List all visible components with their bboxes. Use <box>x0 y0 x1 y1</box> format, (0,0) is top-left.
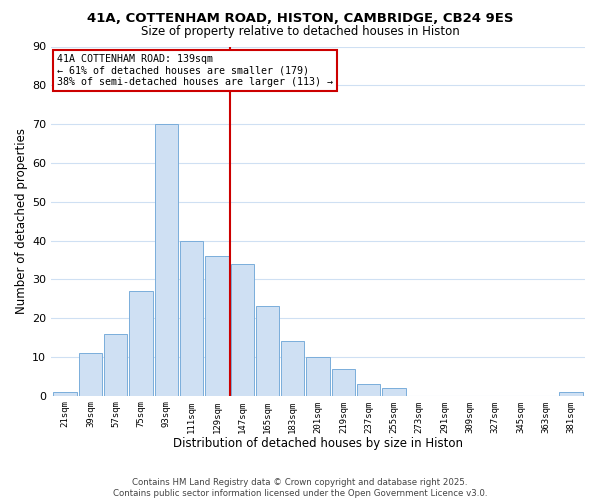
Bar <box>281 342 304 396</box>
Bar <box>130 291 152 396</box>
Text: Contains HM Land Registry data © Crown copyright and database right 2025.
Contai: Contains HM Land Registry data © Crown c… <box>113 478 487 498</box>
Bar <box>180 240 203 396</box>
Y-axis label: Number of detached properties: Number of detached properties <box>15 128 28 314</box>
Bar <box>256 306 279 396</box>
Bar <box>332 368 355 396</box>
Text: 41A, COTTENHAM ROAD, HISTON, CAMBRIDGE, CB24 9ES: 41A, COTTENHAM ROAD, HISTON, CAMBRIDGE, … <box>87 12 513 26</box>
Bar <box>53 392 77 396</box>
Bar <box>230 264 254 396</box>
Bar <box>155 124 178 396</box>
Text: Size of property relative to detached houses in Histon: Size of property relative to detached ho… <box>140 25 460 38</box>
X-axis label: Distribution of detached houses by size in Histon: Distribution of detached houses by size … <box>173 437 463 450</box>
Bar <box>559 392 583 396</box>
Bar <box>382 388 406 396</box>
Bar <box>104 334 127 396</box>
Bar <box>307 357 330 396</box>
Bar <box>79 353 102 396</box>
Text: 41A COTTENHAM ROAD: 139sqm
← 61% of detached houses are smaller (179)
38% of sem: 41A COTTENHAM ROAD: 139sqm ← 61% of deta… <box>58 54 334 88</box>
Bar <box>357 384 380 396</box>
Bar <box>205 256 229 396</box>
